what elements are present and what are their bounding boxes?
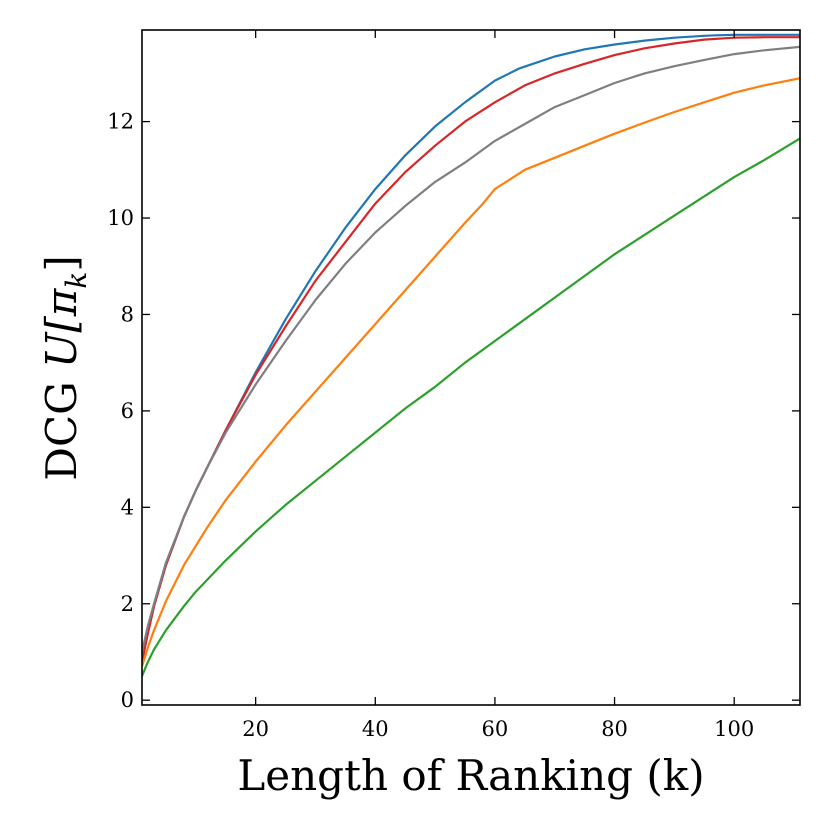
ticks-layer: 20 40 60 80 100 0 2 4 6 8 10 12 [107, 30, 800, 741]
series-line-orange [142, 77, 800, 668]
x-axis-title: Length of Ranking (k) [237, 751, 704, 800]
x-tick-label-40: 40 [362, 717, 389, 741]
x-tick-label-80: 80 [601, 717, 628, 741]
plot-frame [141, 29, 801, 706]
y-tick-label-0: 0 [121, 688, 134, 712]
y-tick-label-10: 10 [107, 206, 134, 230]
y-tick-label-6: 6 [121, 399, 134, 423]
series-line-green [142, 137, 800, 678]
y-tick-label-12: 12 [107, 110, 134, 134]
x-tick-label-20: 20 [242, 717, 269, 741]
y-axis-title-subscript: k [60, 272, 93, 289]
series-line-gray [142, 45, 800, 654]
y-axis-title-math: U[π [37, 287, 86, 368]
y-axis-title: DCG U[πk] [37, 255, 93, 480]
y-tick-label-4: 4 [121, 495, 134, 519]
y-axis-title-prefix: DCG [37, 368, 86, 481]
series-layer [142, 33, 800, 678]
x-tick-label-100: 100 [714, 717, 754, 741]
y-tick-label-2: 2 [121, 592, 134, 616]
y-axis-title-suffix: ] [37, 255, 86, 271]
x-tick-label-60: 60 [482, 717, 509, 741]
y-tick-label-8: 8 [121, 302, 134, 326]
